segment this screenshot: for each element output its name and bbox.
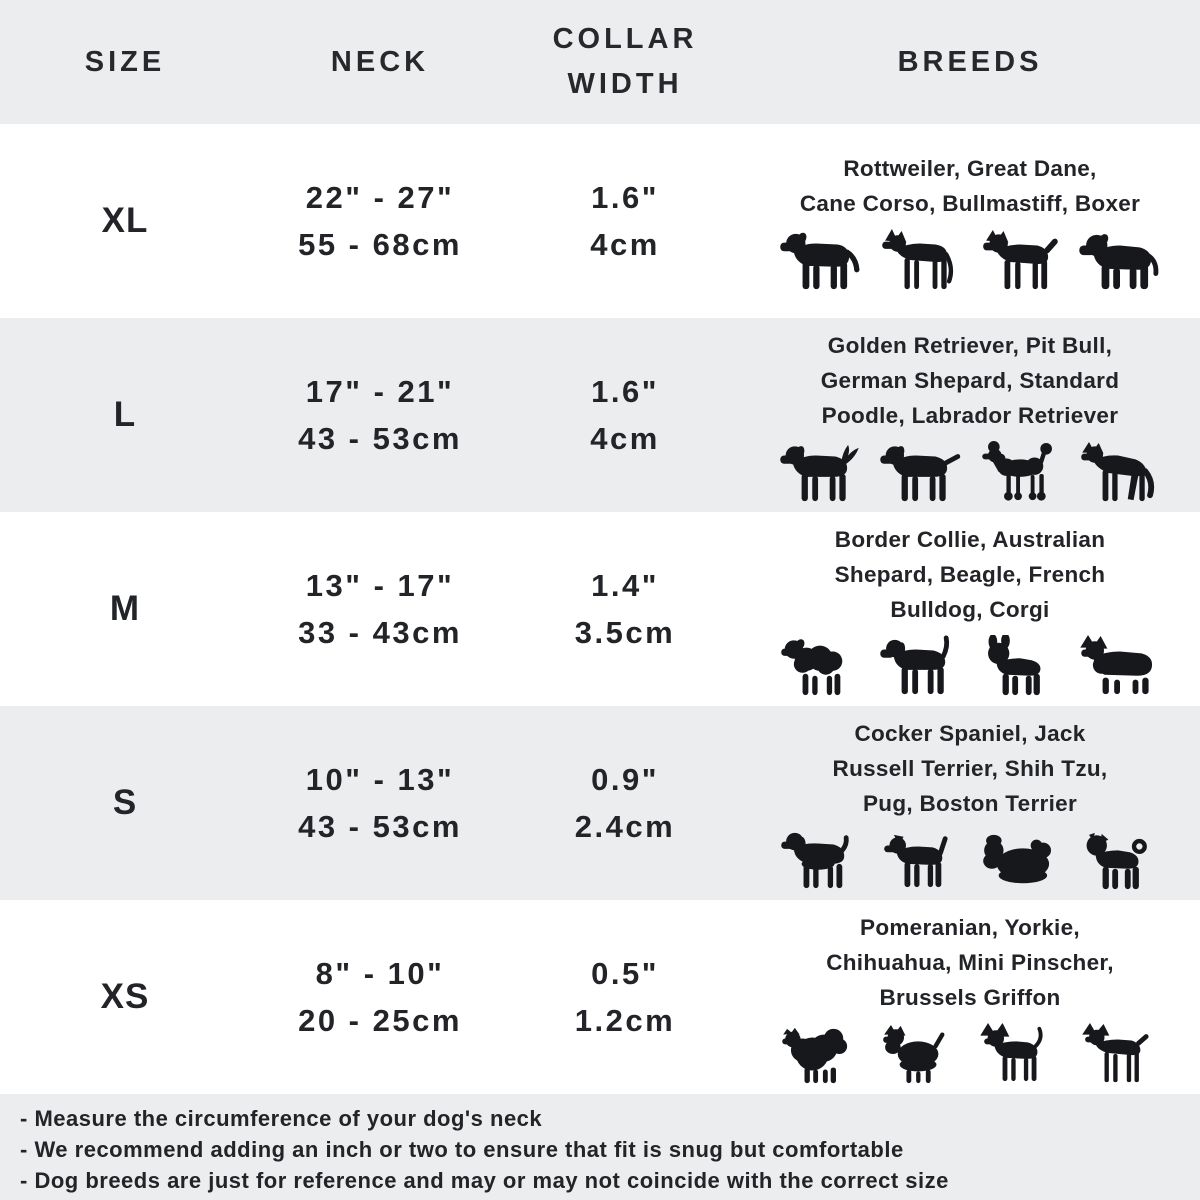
chart-header-row: SIZE NECK COLLAR WIDTH BREEDS [0, 0, 1200, 124]
breeds-cell: Pomeranian, Yorkie, Chihuahua, Mini Pins… [740, 910, 1200, 1085]
great-dane-icon [876, 229, 964, 291]
breed-names-line: Chihuahua, Mini Pinscher, [826, 949, 1114, 975]
breeds-cell: Rottweiler, Great Dane, Cane Corso, Bull… [740, 151, 1200, 291]
breed-names-line: Cocker Spaniel, Jack [854, 720, 1086, 746]
neck-cm: 33 - 43cm [298, 615, 462, 650]
size-label: XL [101, 201, 149, 240]
size-label: M [109, 589, 141, 628]
collar-width-cm: 3.5cm [574, 615, 676, 650]
size-label: S [112, 783, 138, 822]
neck-inches: 17" - 21" [305, 374, 455, 409]
standard-poodle-icon [976, 441, 1064, 503]
shih-tzu-icon [976, 829, 1064, 891]
collar-width-inches: 0.9" [591, 762, 659, 797]
size-row-s: S 10" - 13" 43 - 53cm 0.9" 2.4cm Cocker … [0, 706, 1200, 900]
neck-measurement: 13" - 17" 33 - 43cm [250, 562, 510, 656]
size-row-xl: XL 22" - 27" 55 - 68cm 1.6" 4cm Rottweil… [0, 124, 1200, 318]
size-label: XS [100, 977, 150, 1016]
golden-retriever-icon [776, 441, 864, 503]
neck-cm: 55 - 68cm [298, 227, 462, 262]
breed-names-line: Cane Corso, Bullmastiff, Boxer [799, 191, 1141, 216]
breed-names-line: Golden Retriever, Pit Bull, [827, 332, 1113, 358]
note-line: - We recommend adding an inch or two to … [20, 1137, 904, 1162]
neck-measurement: 17" - 21" 43 - 53cm [250, 368, 510, 462]
column-header-neck: NECK [330, 45, 430, 78]
breeds-cell: Cocker Spaniel, Jack Russell Terrier, Sh… [740, 716, 1200, 891]
collar-width-measurement: 1.6" 4cm [510, 368, 740, 462]
neck-inches: 8" - 10" [315, 956, 445, 991]
breed-names-line: Poodle, Labrador Retriever [821, 402, 1119, 428]
breeds-cell: Border Collie, Australian Shepard, Beagl… [740, 522, 1200, 697]
cane-corso-icon [976, 229, 1064, 291]
breed-names-line: Border Collie, Australian [834, 526, 1106, 552]
neck-cm: 43 - 53cm [298, 421, 462, 456]
note-line: - Dog breeds are just for reference and … [20, 1168, 949, 1193]
jack-russell-terrier-icon [876, 829, 964, 891]
column-header-collar-width: COLLAR WIDTH [552, 23, 698, 100]
column-header-breeds: BREEDS [897, 45, 1043, 78]
collar-width-measurement: 1.4" 3.5cm [510, 562, 740, 656]
breed-names-line: Pomeranian, Yorkie, [860, 914, 1080, 940]
breed-names-line: German Shepard, Standard [820, 367, 1120, 393]
australian-shepherd-icon [776, 635, 864, 697]
collar-width-inches: 1.6" [591, 180, 659, 215]
neck-inches: 22" - 27" [305, 180, 455, 215]
chihuahua-icon [976, 1023, 1064, 1085]
breed-names-line: Pug, Boston Terrier [862, 790, 1078, 816]
size-row-m: M 13" - 17" 33 - 43cm 1.4" 3.5cm Border … [0, 512, 1200, 706]
collar-width-inches: 1.4" [591, 568, 659, 603]
neck-inches: 13" - 17" [305, 568, 455, 603]
dog-silhouettes [776, 1023, 1164, 1085]
neck-cm: 43 - 53cm [298, 809, 462, 844]
neck-measurement: 10" - 13" 43 - 53cm [250, 756, 510, 850]
yorkie-icon [876, 1023, 964, 1085]
collar-width-cm: 2.4cm [574, 809, 676, 844]
breeds-cell: Golden Retriever, Pit Bull, German Shepa… [740, 328, 1200, 503]
german-shepherd-icon [1076, 441, 1164, 503]
dog-silhouettes [776, 829, 1164, 891]
neck-inches: 10" - 13" [305, 762, 455, 797]
collar-width-cm: 4cm [590, 227, 660, 262]
collar-width-cm: 1.2cm [574, 1003, 676, 1038]
breed-names-line: Brussels Griffon [879, 984, 1061, 1010]
bullmastiff-icon [1076, 229, 1164, 291]
dog-silhouettes [776, 441, 1164, 503]
size-label: L [113, 395, 137, 434]
breed-names-line: Shepard, Beagle, French [834, 561, 1106, 587]
collar-width-measurement: 0.9" 2.4cm [510, 756, 740, 850]
neck-measurement: 8" - 10" 20 - 25cm [250, 950, 510, 1044]
dog-silhouettes [776, 635, 1164, 697]
collar-width-inches: 0.5" [591, 956, 659, 991]
column-header-size: SIZE [84, 45, 166, 78]
rottweiler-icon [776, 229, 864, 291]
cocker-spaniel-icon [776, 829, 864, 891]
neck-measurement: 22" - 27" 55 - 68cm [250, 174, 510, 268]
pug-icon [1076, 829, 1164, 891]
neck-cm: 20 - 25cm [298, 1003, 462, 1038]
note-line: - Measure the circumference of your dog'… [20, 1106, 543, 1131]
french-bulldog-icon [976, 635, 1064, 697]
labrador-retriever-icon [876, 441, 964, 503]
pomeranian-icon [776, 1023, 864, 1085]
breed-names-line: Rottweiler, Great Dane, [843, 156, 1097, 181]
size-row-l: L 17" - 21" 43 - 53cm 1.6" 4cm Golden Re… [0, 318, 1200, 512]
breed-names-line: Russell Terrier, Shih Tzu, [832, 755, 1108, 781]
corgi-icon [1076, 635, 1164, 697]
measurement-notes: - Measure the circumference of your dog'… [0, 1094, 1200, 1200]
size-row-xs: XS 8" - 10" 20 - 25cm 0.5" 1.2cm Pomeran… [0, 900, 1200, 1094]
collar-width-cm: 4cm [590, 421, 660, 456]
dog-silhouettes [776, 229, 1164, 291]
collar-width-measurement: 1.6" 4cm [510, 174, 740, 268]
breed-names-line: Bulldog, Corgi [890, 596, 1050, 622]
collar-width-inches: 1.6" [591, 374, 659, 409]
miniature-pinscher-icon [1076, 1023, 1164, 1085]
collar-width-measurement: 0.5" 1.2cm [510, 950, 740, 1044]
beagle-icon [876, 635, 964, 697]
